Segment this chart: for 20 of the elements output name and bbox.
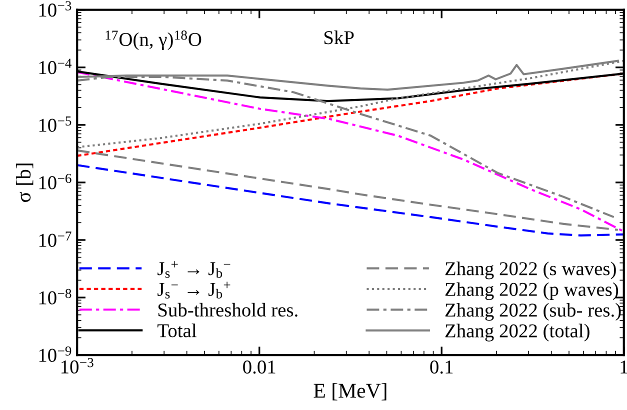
legend-label: Sub-threshold res. [158,302,298,317]
annotation: $^{17}$O(n, γ)$^{18}$O [106,30,202,50]
y-tick-label: 10$^{−7}$ [39,232,72,247]
x-tick-label: 0.1 [430,360,453,374]
legend-label: Zhang 2022 (s waves) [445,262,616,280]
legend-label: J$_{s}$$^{+}$ → J$_{b}$$^{−}$ [158,261,230,278]
y-tick-label: 10$^{−3}$ [39,1,72,17]
legend-label: Zhang 2022 (sub- res.) [445,303,621,321]
legend-label: J$_{s}$$^{−}$ → J$_{b}$$^{+}$ [158,282,230,298]
y-tick-label: 10$^{−4}$ [39,58,72,74]
annotation: SkP [324,30,354,44]
y-tick-label: 10$^{−6}$ [39,174,72,190]
y-tick-label: 10$^{−8}$ [39,288,72,304]
y-axis-title: σ [b] [16,164,34,202]
x-tick-label: 0.01 [243,360,276,374]
legend-label: Zhang 2022 (total) [445,324,590,342]
y-tick-label: 10$^{−5}$ [39,116,72,132]
legend-label: Zhang 2022 (p waves) [445,282,618,300]
x-axis-title: E [MeV] [314,383,386,400]
legend-label: Total [158,324,196,338]
